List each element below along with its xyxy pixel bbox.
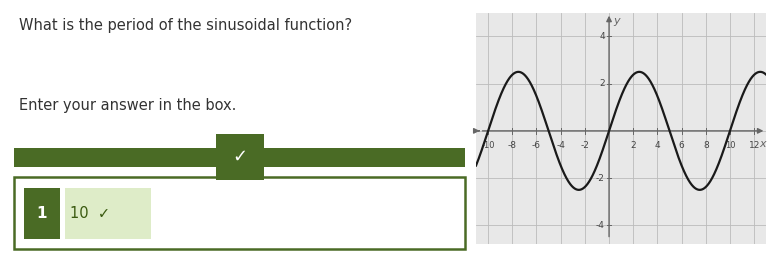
FancyBboxPatch shape [15,148,465,167]
Text: -4: -4 [557,142,565,151]
Text: 6: 6 [679,142,684,151]
Text: -2: -2 [580,142,589,151]
Text: x: x [759,139,766,149]
Text: -10: -10 [481,142,495,151]
Text: -4: -4 [596,221,604,230]
FancyBboxPatch shape [15,177,465,249]
Text: 12: 12 [748,142,760,151]
Text: ✓: ✓ [232,148,248,166]
Text: -6: -6 [532,142,541,151]
Text: 4: 4 [655,142,660,151]
Text: 10: 10 [724,142,735,151]
Text: 1: 1 [36,206,47,221]
Text: Enter your answer in the box.: Enter your answer in the box. [19,98,237,113]
Text: 4: 4 [599,32,604,41]
Text: What is the period of the sinusoidal function?: What is the period of the sinusoidal fun… [19,18,352,33]
Text: 8: 8 [703,142,709,151]
FancyBboxPatch shape [65,188,151,239]
Text: 10  ✓: 10 ✓ [70,206,110,221]
Text: -2: -2 [596,173,604,182]
FancyBboxPatch shape [216,134,264,180]
Text: y: y [613,16,620,26]
Text: 2: 2 [630,142,636,151]
Text: -8: -8 [508,142,517,151]
Text: 2: 2 [599,79,604,88]
FancyBboxPatch shape [24,188,60,239]
